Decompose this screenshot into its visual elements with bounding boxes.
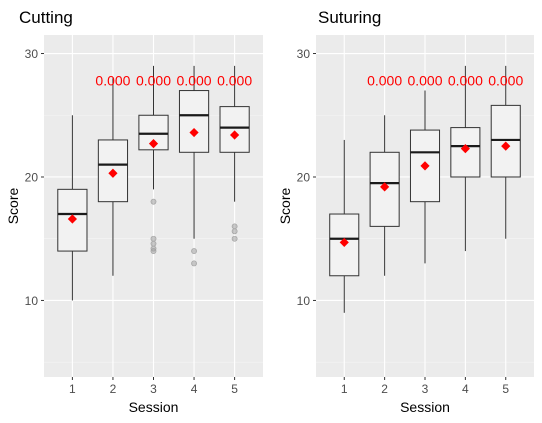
mean-marker xyxy=(380,182,390,192)
chart-title: Cutting xyxy=(19,8,73,27)
x-tick-label: 2 xyxy=(381,382,388,396)
mean-marker xyxy=(339,237,349,248)
p-value-annotation: 0.000 xyxy=(407,73,442,89)
y-tick-label: 30 xyxy=(25,47,39,61)
box-session-3 xyxy=(409,90,441,264)
box-session-3 xyxy=(138,65,169,254)
x-axis-label: Session xyxy=(129,399,179,415)
p-value-annotation: 0.000 xyxy=(95,73,130,89)
outlier-point xyxy=(231,235,238,242)
mean-marker xyxy=(189,127,199,138)
outlier-point xyxy=(150,248,157,254)
mean-marker xyxy=(460,143,470,154)
y-tick-label: 10 xyxy=(297,294,311,308)
box-iqr xyxy=(450,127,481,178)
box-iqr xyxy=(490,104,521,178)
y-tick-label: 30 xyxy=(297,47,311,61)
outlier-point xyxy=(191,260,197,267)
x-tick-label: 1 xyxy=(341,382,348,396)
outlier-point xyxy=(150,240,157,247)
x-tick-label: 5 xyxy=(502,382,509,396)
box-session-4 xyxy=(450,65,481,252)
outlier-point xyxy=(191,248,197,254)
y-tick-label: 20 xyxy=(297,170,311,184)
outlier-point xyxy=(231,223,238,230)
y-axis-label: Score xyxy=(5,188,21,225)
y-axis-label: Score xyxy=(277,188,293,225)
x-tick-label: 3 xyxy=(422,382,429,396)
box-iqr xyxy=(178,90,210,153)
x-tick-label: 2 xyxy=(110,382,117,396)
box-session-1 xyxy=(57,115,88,301)
mean-marker xyxy=(148,139,159,149)
outlier-point xyxy=(231,228,238,235)
p-value-annotation: 0.000 xyxy=(136,73,171,89)
p-value-annotation: 0.000 xyxy=(488,73,523,89)
y-tick-label: 10 xyxy=(25,294,39,308)
box-iqr xyxy=(219,106,250,153)
x-tick-label: 5 xyxy=(231,382,238,396)
mean-marker xyxy=(230,130,240,140)
mean-marker xyxy=(108,168,118,178)
panel-cutting: 0.000 0.000 0.000 0.000 10 20 30 1 2 3 4 5 Cutting Se… xyxy=(5,8,263,415)
x-tick-label: 3 xyxy=(150,382,157,396)
panel-suturing: 0.000 0.000 0.000 0.000 10 20 30 1 2 3 4 5 Suturing S… xyxy=(277,8,534,415)
outlier-point xyxy=(150,198,157,205)
box-session-2 xyxy=(97,78,129,276)
chart-title: Suturing xyxy=(318,8,381,27)
p-value-annotation: 0.000 xyxy=(448,73,483,89)
box-session-4 xyxy=(178,65,210,267)
x-tick-label: 1 xyxy=(69,382,76,396)
box-session-5 xyxy=(219,65,250,242)
x-axis-label: Session xyxy=(400,399,450,415)
x-tick-label: 4 xyxy=(462,382,469,396)
box-session-1 xyxy=(329,139,360,313)
x-tick-label: 4 xyxy=(191,382,198,396)
p-value-annotation: 0.000 xyxy=(367,73,402,89)
mean-marker xyxy=(67,214,77,224)
mean-marker xyxy=(501,141,511,151)
outlier-point xyxy=(150,235,157,242)
p-value-annotation: 0.000 xyxy=(217,73,252,89)
p-value-annotation: 0.000 xyxy=(177,73,212,89)
mean-marker xyxy=(420,161,430,171)
y-tick-label: 20 xyxy=(25,170,39,184)
box-session-5 xyxy=(490,65,521,239)
box-session-2 xyxy=(369,115,400,276)
